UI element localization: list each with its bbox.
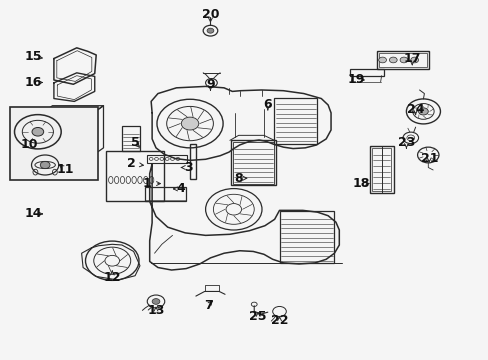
Text: 20: 20	[202, 9, 219, 22]
Bar	[371, 148, 390, 192]
Bar	[232, 142, 273, 184]
Text: 14: 14	[24, 207, 41, 220]
Bar	[147, 155, 187, 163]
Text: 15: 15	[24, 50, 41, 63]
Text: 23: 23	[397, 136, 414, 149]
Text: 17: 17	[403, 52, 420, 65]
Text: 19: 19	[347, 73, 364, 86]
Circle shape	[378, 57, 386, 63]
Circle shape	[181, 117, 199, 130]
Text: 3: 3	[184, 161, 192, 174]
Circle shape	[388, 57, 396, 63]
Bar	[230, 140, 275, 185]
Text: 7: 7	[203, 299, 212, 312]
Text: 9: 9	[206, 78, 214, 91]
Circle shape	[206, 28, 213, 33]
Text: 24: 24	[406, 103, 424, 116]
Text: 18: 18	[352, 177, 369, 190]
Bar	[273, 98, 317, 144]
Circle shape	[399, 57, 407, 63]
Text: 21: 21	[420, 152, 437, 165]
Bar	[350, 69, 383, 76]
Bar	[10, 107, 98, 180]
Circle shape	[40, 161, 50, 168]
Bar	[279, 211, 333, 263]
Text: 11: 11	[57, 163, 74, 176]
Bar	[369, 146, 393, 193]
Bar	[376, 51, 428, 68]
Bar	[144, 187, 186, 202]
Text: 12: 12	[103, 271, 121, 284]
Bar	[41, 113, 92, 156]
Text: 8: 8	[233, 172, 242, 185]
Bar	[106, 152, 164, 202]
Circle shape	[410, 57, 418, 63]
Text: 4: 4	[177, 183, 185, 195]
Text: 1: 1	[142, 177, 151, 190]
Text: 2: 2	[127, 157, 136, 170]
Circle shape	[32, 127, 43, 136]
Bar	[122, 126, 140, 151]
Circle shape	[418, 108, 427, 115]
Text: 5: 5	[130, 136, 139, 149]
Bar	[190, 144, 196, 179]
Text: 13: 13	[147, 304, 164, 317]
Text: 10: 10	[21, 138, 38, 151]
Circle shape	[152, 298, 160, 304]
Text: 16: 16	[24, 76, 41, 89]
Text: 25: 25	[249, 310, 266, 323]
Bar	[378, 53, 427, 67]
Text: 6: 6	[263, 98, 272, 111]
Text: 22: 22	[270, 314, 287, 327]
